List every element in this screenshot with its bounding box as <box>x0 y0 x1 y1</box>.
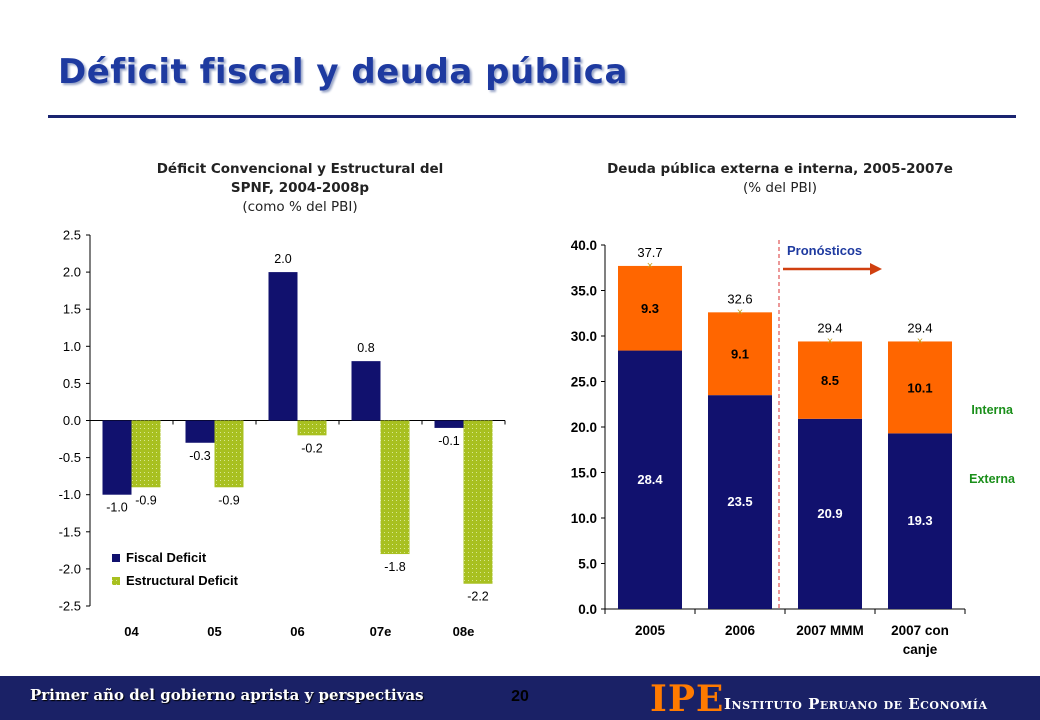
slide-title: Déficit fiscal y deuda pública <box>58 52 628 92</box>
estructural-deficit-bar <box>380 420 410 555</box>
chart2-x-label: 2006 <box>725 623 756 638</box>
chart1-y-tick-label: -0.5 <box>59 450 81 465</box>
total-value-label: 32.6 <box>727 291 752 306</box>
chart2-x-label: 2007 con <box>891 623 949 638</box>
chart1-data-label: -0.2 <box>301 441 323 455</box>
chart1-data-label: 0.8 <box>357 341 374 355</box>
chart1-x-label: 06 <box>290 624 304 639</box>
chart2-y-tick-label: 5.0 <box>578 557 597 572</box>
chart1-y-tick-label: -1.0 <box>59 487 81 502</box>
chart2-y-tick-label: 25.0 <box>571 375 597 390</box>
chart1-y-tick-label: -2.0 <box>59 561 81 576</box>
chart1-data-label: -1.0 <box>106 501 128 515</box>
chart1-data-label: -0.9 <box>218 493 240 507</box>
externa-value-label: 20.9 <box>817 506 842 521</box>
chart2-y-tick-label: 0.0 <box>578 602 597 617</box>
fiscal-deficit-bar <box>434 420 464 428</box>
chart2-y-tick-label: 40.0 <box>571 238 597 253</box>
footer-text: Primer año del gobierno aprista y perspe… <box>30 686 424 704</box>
legend-estructural-swatch <box>112 577 120 585</box>
chart1-data-label: -2.2 <box>467 590 489 604</box>
footer-bar <box>0 676 1040 720</box>
interna-bar <box>888 341 952 434</box>
legend-fiscal-swatch <box>112 554 120 562</box>
left-chart-title: Déficit Convencional y Estructural del S… <box>120 160 480 217</box>
right-chart-title-line1: Deuda pública externa e interna, 2005-20… <box>607 161 953 177</box>
chart1-data-label: -0.3 <box>189 449 211 463</box>
externa-value-label: 23.5 <box>727 494 752 509</box>
page-number: 20 <box>511 688 529 705</box>
ipe-logo-name: Instituto Peruano de Economía <box>724 695 988 713</box>
left-chart-title-line2: SPNF, 2004-2008p <box>230 180 370 196</box>
externa-bar <box>888 433 952 609</box>
interna-bar <box>708 312 772 396</box>
total-marker-icon: × <box>827 335 833 347</box>
interna-value-label: 10.1 <box>907 380 932 395</box>
externa-bar <box>798 418 862 609</box>
total-value-label: 37.7 <box>637 245 662 260</box>
chart1-y-tick-label: 1.0 <box>63 339 81 354</box>
estructural-deficit-bar <box>131 420 161 488</box>
estructural-deficit-bar <box>214 420 244 488</box>
chart2-y-tick-label: 10.0 <box>571 511 597 526</box>
title-rule <box>48 115 1016 118</box>
forecast-arrow-head <box>870 263 882 275</box>
fiscal-deficit-bar <box>102 420 132 495</box>
chart2-y-tick-label: 15.0 <box>571 466 597 481</box>
legend-estructural-label: Estructural Deficit <box>126 573 239 588</box>
right-chart-title: Deuda pública externa e interna, 2005-20… <box>560 160 1000 198</box>
chart1-data-label: -1.8 <box>384 560 406 574</box>
left-chart-subtitle: (como % del PBI) <box>242 199 358 215</box>
chart1-y-tick-label: 2.5 <box>63 228 81 243</box>
legend-fiscal-label: Fiscal Deficit <box>126 550 207 565</box>
interna-value-label: 8.5 <box>821 373 839 388</box>
externa-series-label: Externa <box>969 472 1016 486</box>
interna-value-label: 9.3 <box>641 301 659 316</box>
chart1-x-label: 04 <box>124 624 139 639</box>
total-marker-icon: × <box>917 335 923 347</box>
estructural-deficit-bar <box>297 420 327 436</box>
chart1-x-label: 05 <box>207 624 221 639</box>
chart2-x-label: 2007 MMM <box>796 623 864 638</box>
interna-bar <box>798 341 862 419</box>
chart2-x-label: canje <box>903 642 938 657</box>
externa-bar <box>618 350 682 609</box>
chart1-data-label: 2.0 <box>274 252 291 266</box>
interna-bar <box>618 265 682 351</box>
externa-value-label: 28.4 <box>637 472 663 487</box>
interna-value-label: 9.1 <box>731 347 749 362</box>
chart1-x-label: 08e <box>453 624 475 639</box>
chart1-data-label: -0.1 <box>438 434 460 448</box>
total-marker-icon: × <box>737 306 743 318</box>
ipe-logo-mark: IPE <box>650 678 725 720</box>
interna-series-label: Interna <box>971 403 1014 417</box>
chart1-y-tick-label: -1.5 <box>59 524 81 539</box>
chart1-y-tick-label: 0.0 <box>63 413 81 428</box>
externa-value-label: 19.3 <box>907 513 932 528</box>
chart1-y-tick-label: -2.5 <box>59 599 81 614</box>
fiscal-deficit-bar <box>268 272 298 421</box>
forecast-annotation: Pronósticos <box>787 243 862 258</box>
total-value-label: 29.4 <box>907 320 932 335</box>
right-chart-subtitle: (% del PBI) <box>743 180 817 196</box>
fiscal-deficit-bar <box>351 361 381 421</box>
chart2-y-tick-label: 20.0 <box>571 420 597 435</box>
externa-bar <box>708 395 772 609</box>
fiscal-deficit-bar <box>185 420 215 443</box>
chart1-y-tick-label: 2.0 <box>63 265 81 280</box>
left-chart-title-line1: Déficit Convencional y Estructural del <box>156 161 444 177</box>
chart2-x-label: 2005 <box>635 623 666 638</box>
chart2-y-tick-label: 30.0 <box>571 329 597 344</box>
chart1-data-label: -0.9 <box>135 493 157 507</box>
chart1-x-label: 07e <box>370 624 392 639</box>
total-value-label: 29.4 <box>817 320 842 335</box>
total-marker-icon: × <box>647 260 653 272</box>
chart1-y-tick-label: 0.5 <box>63 376 81 391</box>
estructural-deficit-bar <box>463 420 493 584</box>
chart1-y-tick-label: 1.5 <box>63 302 81 317</box>
chart2-y-tick-label: 35.0 <box>571 284 597 299</box>
